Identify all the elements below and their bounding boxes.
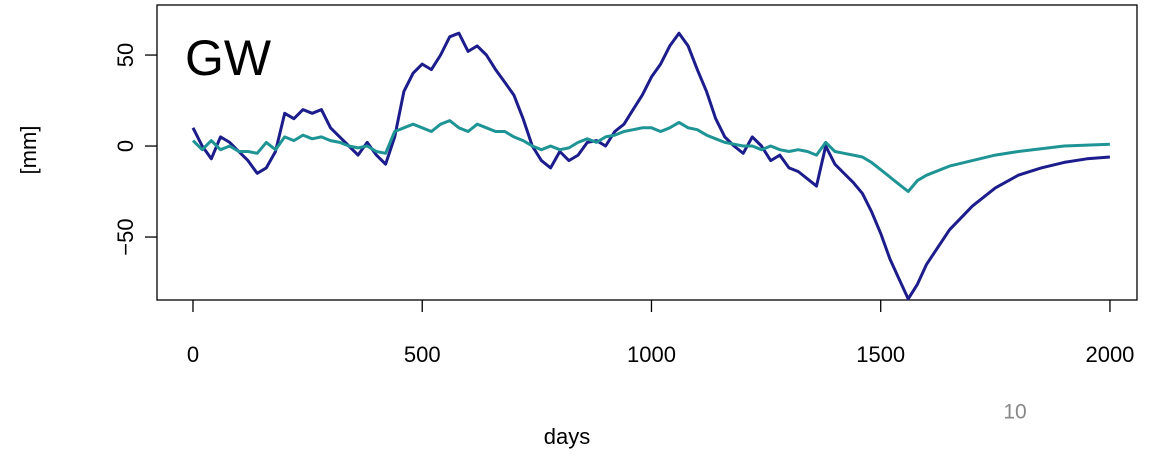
- x-axis-label: days: [544, 424, 590, 449]
- x-tick-label: 1000: [627, 342, 676, 367]
- page-number: 10: [1003, 401, 1026, 424]
- x-tick-label: 500: [404, 342, 441, 367]
- x-tick-label: 2000: [1085, 342, 1134, 367]
- annotation: GW: [185, 30, 272, 86]
- x-tick-label: 1500: [856, 342, 905, 367]
- line-series: [191, 119, 1110, 193]
- y-tick-label: 50: [113, 43, 138, 67]
- y-tick-label: −50: [113, 218, 138, 255]
- y-axis-label: [mm]: [16, 126, 41, 175]
- line-series: [191, 31, 1111, 301]
- x-tick-label: 0: [187, 342, 199, 367]
- y-tick-label: 0: [113, 140, 138, 152]
- plot-box: [156, 4, 1138, 301]
